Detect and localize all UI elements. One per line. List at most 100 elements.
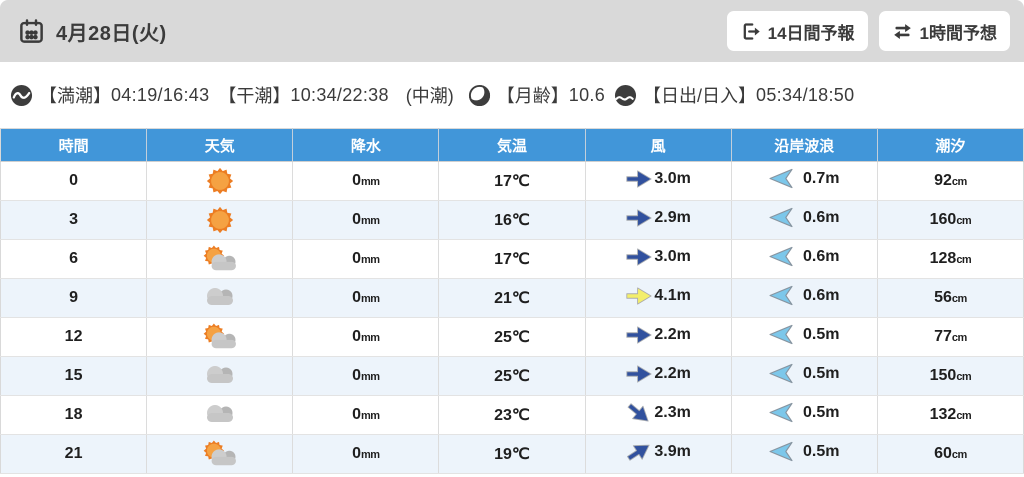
wave-circle-icon (10, 84, 33, 107)
wind-cell: 2.9m (585, 200, 732, 240)
precipitation-value: 0 (352, 172, 362, 189)
wave-cell: 0.6m (731, 200, 878, 240)
tide-value: 132 (929, 406, 957, 423)
col-time: 時間 (0, 128, 148, 162)
fourteen-day-forecast-button[interactable]: 14日間予報 (726, 11, 868, 51)
wind-cell: 3.9m (585, 434, 732, 474)
sunrise-circle-icon (614, 84, 637, 107)
tide-info-bar: 【満潮】 04:19/16:43 【干潮】 10:34/22:38 (中潮) 【… (0, 62, 1024, 128)
sun-icon (205, 166, 235, 196)
temperature-value: 17 (494, 173, 512, 190)
precipitation-value: 0 (352, 367, 362, 384)
wave-height: 0.5m (803, 364, 840, 382)
tide-unit: cm (951, 176, 967, 188)
cloud-icon (203, 364, 237, 388)
wind-direction-arrow-icon (625, 285, 652, 307)
wave-cell: 0.5m (731, 395, 878, 435)
tide-unit: cm (956, 254, 972, 266)
wind-cell: 3.0m (585, 239, 732, 279)
wave-direction-chevron-icon (769, 324, 794, 345)
wave-cell: 0.5m (731, 356, 878, 396)
wind-direction-arrow-icon (625, 168, 652, 190)
tide-unit: cm (956, 371, 972, 383)
wind-cell: 2.2m (585, 317, 732, 357)
temperature-cell: 16℃ (438, 200, 586, 240)
wind-direction-arrow-icon (621, 395, 656, 429)
wind-direction-arrow-icon (625, 207, 652, 229)
sun-behind-cloud-icon (201, 439, 239, 469)
table-row: 9 (0, 278, 1024, 318)
sun-icon (205, 205, 235, 235)
wind-speed: 3.9m (654, 442, 691, 460)
temperature-value: 25 (494, 368, 512, 385)
wind-speed: 2.9m (654, 208, 691, 226)
precipitation-cell: 0mm (292, 239, 440, 279)
col-weather: 天気 (146, 128, 294, 162)
low-tide-segment: 【干潮】 10:34/22:38 (218, 82, 397, 108)
cloud-icon (203, 286, 237, 310)
wave-cell: 0.6m (731, 278, 878, 318)
temperature-cell: 25℃ (438, 356, 586, 396)
temperature-unit: ℃ (511, 407, 530, 424)
temperature-unit: ℃ (511, 290, 530, 307)
wind-speed: 4.1m (654, 286, 691, 304)
wave-height: 0.5m (803, 403, 840, 421)
temperature-unit: ℃ (511, 212, 530, 229)
tide-cell: 150cm (877, 356, 1024, 396)
wave-height: 0.6m (803, 208, 840, 226)
precipitation-cell: 0mm (292, 161, 440, 201)
tide-value: 150 (929, 367, 957, 384)
wind-cell: 2.2m (585, 356, 732, 396)
precipitation-unit: mm (361, 410, 380, 422)
sun-behind-cloud-icon (201, 244, 239, 274)
temperature-value: 19 (494, 446, 512, 463)
calendar-icon (18, 18, 45, 45)
wave-direction-chevron-icon (769, 207, 794, 228)
tide-value: 60 (934, 445, 952, 462)
moon-age-segment: 【月齢】 10.6 (467, 82, 614, 108)
precipitation-unit: mm (361, 371, 380, 383)
wind-speed: 2.2m (654, 364, 691, 382)
weather-cell (146, 161, 294, 201)
precipitation-unit: mm (361, 254, 380, 266)
external-link-icon (740, 21, 761, 42)
precipitation-unit: mm (361, 293, 380, 305)
temperature-unit: ℃ (511, 446, 530, 463)
time-value: 0 (69, 172, 79, 189)
wind-speed: 2.2m (654, 325, 691, 343)
temperature-cell: 17℃ (438, 239, 586, 279)
wind-direction-arrow-icon (625, 324, 652, 346)
precipitation-value: 0 (352, 211, 362, 228)
table-row: 6 (0, 239, 1024, 279)
temperature-unit: ℃ (511, 329, 530, 346)
weather-cell (146, 200, 294, 240)
tide-value: 128 (929, 250, 957, 267)
temperature-cell: 17℃ (438, 161, 586, 201)
col-wind: 風 (585, 128, 732, 162)
temperature-value: 17 (494, 251, 512, 268)
tide-value: 56 (934, 289, 952, 306)
wave-direction-chevron-icon (769, 402, 794, 423)
wind-speed: 3.0m (654, 169, 691, 187)
high-tide-segment: 【満潮】 04:19/16:43 (10, 82, 218, 108)
precipitation-cell: 0mm (292, 278, 440, 318)
tide-unit: cm (956, 410, 972, 422)
weather-cell (146, 278, 294, 318)
time-value: 9 (69, 289, 79, 306)
low-tide-times: 10:34/22:38 (290, 84, 389, 105)
tide-cell: 56cm (877, 278, 1024, 318)
wind-direction-arrow-icon (625, 246, 652, 268)
one-hour-forecast-button[interactable]: 1時間予想 (878, 11, 1010, 51)
wave-direction-chevron-icon (769, 168, 794, 189)
wave-direction-chevron-icon (769, 246, 794, 267)
wave-direction-chevron-icon (769, 285, 794, 306)
temperature-value: 25 (494, 329, 512, 346)
col-coastal-waves: 沿岸波浪 (731, 128, 878, 162)
time-value: 18 (64, 406, 83, 423)
temperature-unit: ℃ (511, 173, 530, 190)
tide-cell: 60cm (877, 434, 1024, 474)
high-tide-times: 04:19/16:43 (111, 84, 210, 105)
sunrise-sunset-segment: 【日出/日入】 05:34/18:50 (614, 82, 863, 108)
wind-cell: 2.3m (585, 395, 732, 435)
wave-cell: 0.7m (731, 161, 878, 201)
